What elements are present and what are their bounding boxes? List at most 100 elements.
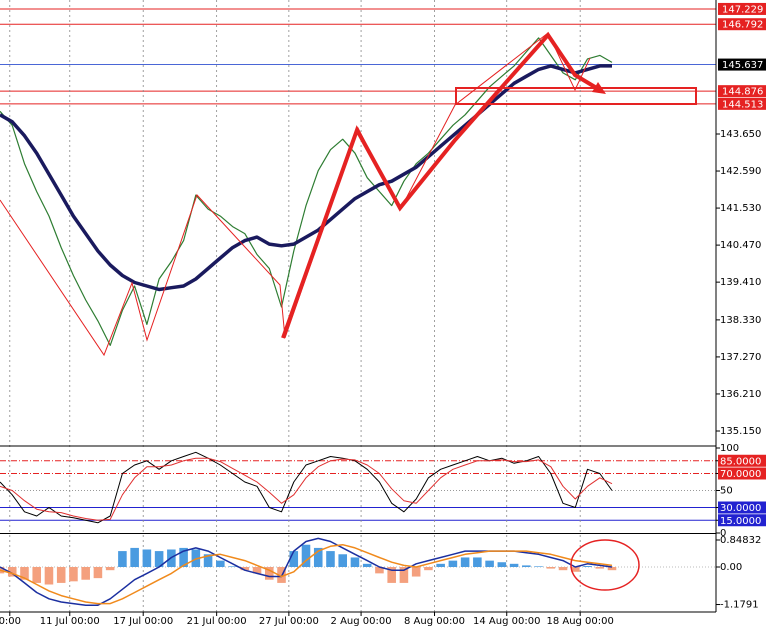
histogram-bar — [69, 567, 78, 582]
histogram-bar — [301, 544, 311, 568]
histogram-bar — [326, 551, 335, 568]
histogram-bar — [460, 557, 470, 568]
x-tick-label: 14 Aug 00:00 — [473, 616, 540, 627]
histogram-bar — [448, 560, 458, 568]
histogram-bar — [436, 563, 445, 568]
x-tick-label: 17 Jul 00:00 — [113, 616, 173, 627]
y-tick-label: -1.1791 — [720, 600, 759, 611]
series-line — [0, 457, 613, 521]
histogram-bar — [399, 567, 409, 583]
histogram-bar — [411, 567, 421, 577]
x-tick-label: 18 Aug 00:00 — [546, 616, 613, 627]
y-tick-label: 85.0000 — [720, 456, 761, 467]
y-tick-label: 140.470 — [720, 240, 761, 251]
series-line — [0, 64, 612, 292]
y-tick-label: 135.150 — [720, 426, 761, 437]
histogram-bar — [7, 567, 17, 577]
x-tick-label: 21 Jul 00:00 — [187, 616, 247, 627]
x-tick-label: 2 Aug 00:00 — [331, 616, 392, 627]
histogram-bar — [252, 567, 262, 574]
histogram-bar — [595, 567, 605, 569]
histogram-bar — [289, 551, 299, 568]
histogram-bar — [338, 554, 348, 568]
histogram-bar — [216, 560, 225, 568]
histogram-bar — [313, 547, 323, 568]
y-tick-label: 141.530 — [720, 203, 761, 214]
histogram-bar — [485, 560, 494, 568]
histogram-bar — [607, 567, 617, 571]
x-tick-label: 8 Aug 00:00 — [404, 616, 465, 627]
y-tick-label: 136.210 — [720, 389, 761, 400]
level-label-box — [718, 501, 766, 514]
y-tick-label: 139.410 — [720, 277, 761, 288]
histogram-bar — [497, 562, 507, 568]
histogram-bar — [350, 557, 360, 568]
price-level-label: 147.229 — [722, 4, 763, 15]
marks — [0, 37, 617, 606]
y-tick-label: 138.330 — [720, 315, 761, 326]
histogram-bar — [362, 563, 372, 568]
histogram-bar — [105, 567, 115, 571]
y-tick-label: 0.00 — [720, 562, 742, 573]
histogram-bar — [154, 551, 164, 568]
histogram-bar — [20, 567, 29, 580]
y-tick-label: 100 — [720, 443, 739, 454]
frame — [0, 0, 717, 613]
y-tick-label: 30.0000 — [720, 503, 761, 514]
series-line — [0, 37, 613, 346]
price-level-box — [718, 97, 766, 110]
histogram-bar — [570, 567, 580, 572]
histogram-bar — [228, 566, 237, 568]
highlight-circle — [570, 539, 640, 591]
histogram-bar — [473, 557, 482, 568]
zone-box — [455, 87, 697, 105]
y-tick-label: 142.590 — [720, 166, 761, 177]
histogram-bar — [546, 567, 556, 569]
histogram-bar — [387, 567, 396, 583]
level-label-box — [718, 454, 766, 467]
histogram-bar — [583, 566, 592, 568]
y-tick-label: 137.270 — [720, 352, 761, 363]
histogram-bar — [44, 567, 54, 585]
histogram-bar — [558, 567, 568, 571]
histogram-bar — [142, 549, 152, 568]
price-level-box — [718, 85, 766, 98]
trend-arrow — [281, 31, 602, 339]
histogram-bar — [32, 567, 42, 583]
histogram-bar — [203, 554, 213, 568]
histogram-bar — [509, 563, 519, 568]
y-tick-label: 0.84832 — [720, 535, 761, 546]
x-tick-label: 27 Jul 00:00 — [259, 616, 319, 627]
price-level-box — [718, 18, 766, 31]
level-label-box — [718, 514, 766, 527]
price-level-label: 144.876 — [722, 87, 763, 98]
histogram-bar — [522, 565, 531, 568]
current-price-box — [718, 58, 766, 71]
histogram-bar — [118, 551, 127, 568]
current-price-label: 145.637 — [722, 60, 763, 71]
price-level-label: 146.792 — [722, 20, 763, 31]
y-tick-label: 15.0000 — [720, 516, 761, 527]
price-level-label: 144.513 — [722, 99, 763, 110]
histogram-bar — [93, 567, 103, 579]
series-line — [0, 543, 613, 605]
series-line — [0, 451, 613, 524]
x-tick-label: 11 Jul 00:00 — [40, 616, 100, 627]
y-tick-label: 143.650 — [720, 129, 761, 140]
histogram-bar — [130, 547, 139, 568]
level-label-box — [718, 467, 766, 480]
histogram-bar — [56, 567, 66, 583]
y-tick-label: 50 — [720, 486, 733, 497]
histogram-bar — [81, 567, 90, 580]
histogram-bar — [534, 566, 543, 568]
histogram-bar — [375, 567, 384, 574]
histogram-bar — [240, 567, 250, 571]
histogram-bar — [264, 567, 274, 580]
annotations — [0, 31, 697, 591]
price-level-box — [718, 2, 766, 15]
histogram-bar — [424, 567, 433, 571]
y-tick-label: 70.0000 — [720, 469, 761, 480]
